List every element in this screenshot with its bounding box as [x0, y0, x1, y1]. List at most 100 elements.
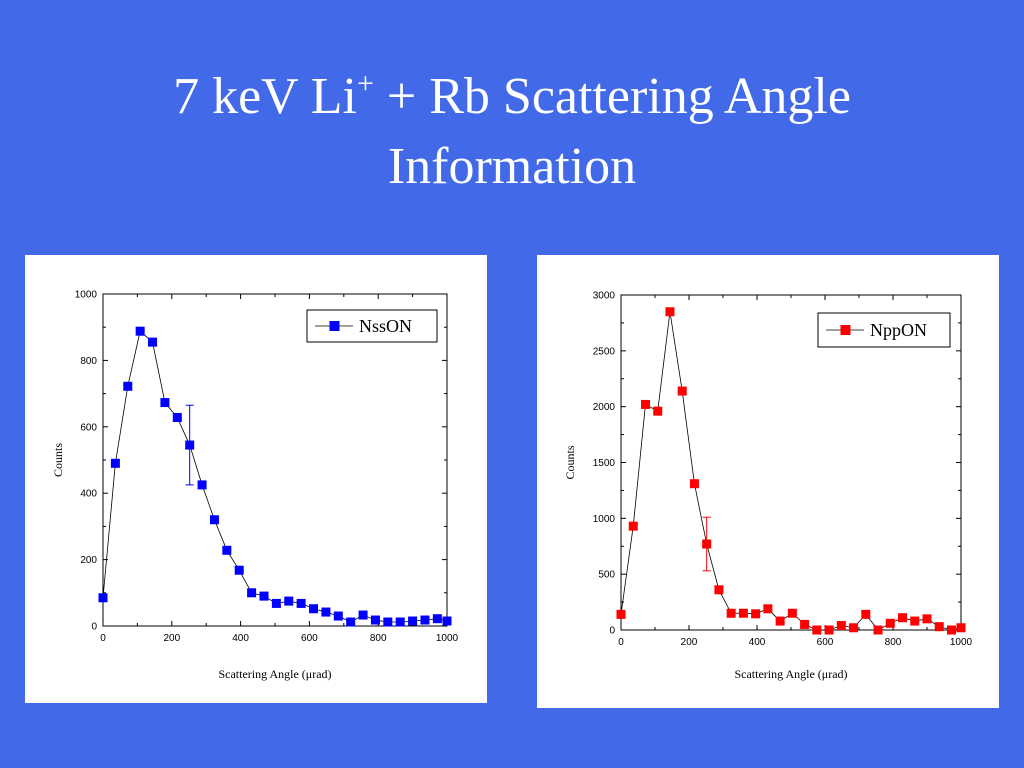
data-point — [922, 614, 932, 624]
x-axis-label: Scattering Angle (μrad) — [218, 667, 331, 681]
data-point — [787, 608, 797, 618]
y-tick-label: 800 — [80, 356, 97, 367]
data-point — [383, 617, 393, 627]
data-point — [148, 337, 158, 347]
data-point — [333, 611, 343, 621]
data-point — [358, 610, 368, 620]
y-tick-label: 2000 — [593, 402, 616, 413]
data-point — [946, 625, 956, 635]
y-tick-label: 0 — [91, 622, 97, 633]
legend-marker — [329, 321, 340, 331]
title-line-1: 7 keV Li+ + Rb Scattering Angle — [0, 62, 1024, 132]
data-point — [197, 480, 207, 490]
y-tick-label: 0 — [609, 626, 615, 637]
y-tick-label: 2500 — [593, 346, 616, 357]
data-point — [677, 386, 687, 396]
chart-panel-right: 0 200 400 600 800 1000 0 500 1000 1500 2000 2500 300… — [537, 255, 999, 708]
data-point — [259, 591, 269, 601]
data-point — [247, 588, 257, 598]
y-tick-label: 1000 — [593, 514, 616, 525]
data-point — [640, 399, 650, 409]
data-point — [309, 604, 319, 614]
data-point — [234, 565, 244, 575]
title-text-pre: 7 keV Li — [173, 68, 357, 125]
data-point — [284, 596, 294, 606]
data-point — [616, 609, 626, 619]
data-point — [898, 613, 908, 623]
y-tick-label: 200 — [80, 555, 97, 566]
x-tick-label: 0 — [100, 633, 106, 644]
data-point — [222, 545, 232, 555]
x-tick-label: 400 — [749, 637, 766, 648]
y-tick-label: 3000 — [593, 291, 616, 302]
data-point — [370, 615, 380, 625]
data-point — [910, 616, 920, 626]
data-point — [665, 307, 675, 317]
series-line — [620, 311, 962, 631]
data-point — [702, 539, 712, 549]
chart-panel-left: 0 200 400 600 800 1000 0 200 400 600 800 1000 Scatte… — [25, 255, 487, 703]
y-tick-label: 600 — [80, 422, 97, 433]
data-point — [628, 521, 638, 531]
legend-label: NssON — [359, 316, 412, 336]
slide-title: 7 keV Li+ + Rb Scattering Angle Informat… — [0, 62, 1024, 202]
data-point — [800, 619, 810, 629]
y-tick-label: 400 — [80, 489, 97, 500]
chart-right: 0 200 400 600 800 1000 0 500 1000 1500 2000 2500 300… — [563, 291, 973, 682]
data-point — [738, 608, 748, 618]
x-tick-label: 1000 — [950, 637, 973, 648]
y-tick-label: 1500 — [593, 458, 616, 469]
data-point — [135, 326, 145, 336]
x-tick-label: 400 — [232, 633, 249, 644]
data-point — [408, 616, 418, 626]
x-tick-label: 600 — [817, 637, 834, 648]
data-point — [751, 609, 761, 619]
title-line-2: Information — [387, 138, 637, 195]
y-tick-label: 500 — [598, 570, 615, 581]
data-point — [395, 617, 405, 627]
data-point — [861, 609, 871, 619]
data-point — [110, 458, 120, 468]
title-text-post: + Rb Scattering Angle — [373, 68, 851, 125]
data-point — [321, 607, 331, 617]
x-tick-label: 600 — [301, 633, 318, 644]
data-point — [172, 413, 182, 423]
data-point — [934, 622, 944, 632]
chart-left: 0 200 400 600 800 1000 0 200 400 600 800 1000 Scatte… — [51, 290, 459, 682]
x-axis-label: Scattering Angle (μrad) — [734, 667, 847, 681]
legend-box — [306, 309, 438, 343]
legend-marker — [840, 325, 851, 335]
y-axis-label: Counts — [51, 443, 65, 477]
data-point — [689, 479, 699, 489]
data-point — [812, 625, 822, 635]
x-tick-label: 200 — [163, 633, 180, 644]
y-tick-label: 1000 — [75, 290, 98, 301]
data-point — [185, 440, 195, 450]
data-point — [420, 615, 430, 625]
data-point — [296, 598, 306, 608]
data-point — [714, 585, 724, 595]
data-point — [271, 598, 281, 608]
title-superscript: + — [356, 67, 374, 100]
y-axis-label: Counts — [563, 445, 577, 479]
legend-label: NppON — [870, 320, 927, 340]
x-tick-label: 0 — [618, 637, 624, 648]
data-point — [885, 618, 895, 628]
data-point — [123, 381, 133, 391]
x-tick-label: 800 — [370, 633, 387, 644]
data-point — [956, 623, 966, 633]
data-point — [346, 617, 356, 627]
data-point — [160, 398, 170, 408]
data-point — [653, 406, 663, 416]
data-point — [432, 614, 442, 624]
data-point — [836, 621, 846, 631]
data-point — [763, 604, 773, 614]
x-tick-label: 800 — [885, 637, 902, 648]
data-point — [442, 616, 452, 626]
data-point — [726, 608, 736, 618]
x-tick-label: 1000 — [436, 633, 459, 644]
data-point — [775, 616, 785, 626]
x-tick-label: 200 — [681, 637, 698, 648]
data-point — [98, 593, 108, 603]
data-point — [849, 623, 859, 633]
